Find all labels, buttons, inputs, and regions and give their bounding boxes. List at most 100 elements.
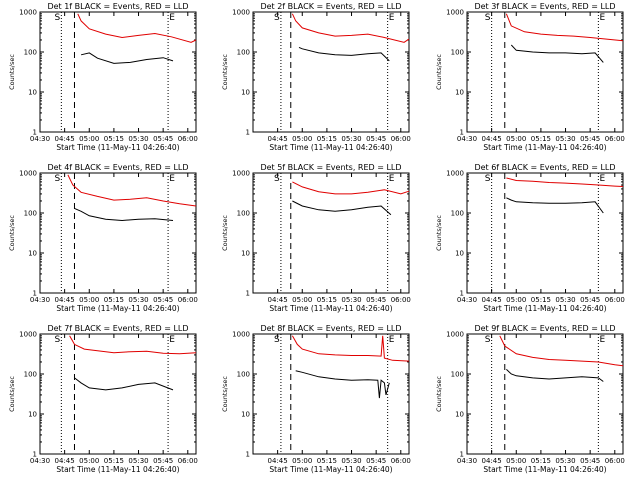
x-tick-label: 06:00 (605, 296, 625, 304)
end-marker: E (389, 13, 395, 23)
events-series-line (295, 370, 390, 399)
x-tick-label: 05:30 (128, 457, 148, 465)
y-tick-label: 1000 (19, 331, 37, 339)
plot-frame (252, 172, 410, 294)
x-tick-label: 05:45 (366, 135, 386, 143)
y-axis-label: Counts/sec (8, 215, 16, 251)
y-tick-label: 1000 (446, 331, 464, 339)
x-axis-label: Start Time (11-May-11 04:26:40) (56, 465, 179, 474)
x-axis-label: Start Time (11-May-11 04:26:40) (269, 304, 392, 313)
start-marker: S (274, 335, 280, 345)
events-series-line (80, 52, 174, 64)
y-tick-label: 100 (451, 371, 464, 379)
y-tick-label: 1 (246, 129, 250, 137)
detector-panel: Det 2f BLACK = Events, RED = LLD 1 10 100 10… (221, 2, 411, 152)
panel-title: Det 7f BLACK = Events, RED = LLD (47, 324, 188, 333)
y-tick-label: 1 (460, 290, 464, 298)
panel-title: Det 2f BLACK = Events, RED = LLD (260, 2, 401, 11)
y-tick-label: 1000 (19, 9, 37, 17)
x-tick-label: 05:00 (292, 135, 312, 143)
y-tick-label: 10 (455, 411, 464, 419)
end-marker: E (600, 13, 606, 23)
panel-title: Det 1f BLACK = Events, RED = LLD (47, 2, 188, 11)
y-tick-label: 10 (28, 411, 37, 419)
start-marker: S (54, 335, 60, 345)
x-tick-label: 05:00 (79, 135, 99, 143)
y-tick-label: 10 (455, 89, 464, 97)
x-tick-label: 04:30 (30, 457, 50, 465)
plot-frame (466, 11, 624, 133)
y-tick-label: 100 (237, 49, 250, 57)
x-axis-label: Start Time (11-May-11 04:26:40) (483, 143, 606, 152)
lld-series-line (69, 335, 197, 355)
x-tick-label: 06:00 (178, 135, 198, 143)
x-tick-label: 05:15 (317, 457, 337, 465)
x-tick-label: 06:00 (178, 457, 198, 465)
x-tick-label: 05:15 (104, 135, 124, 143)
x-tick-label: 05:30 (555, 457, 575, 465)
x-tick-label: 04:30 (457, 457, 477, 465)
x-tick-label: 05:30 (341, 296, 361, 304)
x-tick-label: 04:45 (268, 457, 288, 465)
panel-title: Det 8f BLACK = Events, RED = LLD (260, 324, 401, 333)
x-tick-label: 05:00 (79, 457, 99, 465)
detector-panel: Det 1f BLACK = Events, RED = LLD 1 10 100 10… (8, 2, 198, 152)
events-series-line (74, 207, 174, 222)
y-tick-label: 1 (460, 451, 464, 459)
y-tick-label: 10 (241, 411, 250, 419)
end-marker: E (389, 174, 395, 184)
x-tick-label: 05:30 (555, 296, 575, 304)
y-axis-label: Counts/sec (435, 376, 443, 412)
x-axis-label: Start Time (11-May-11 04:26:40) (483, 465, 606, 474)
y-axis-label: Counts/sec (221, 54, 229, 90)
detector-panel: Det 4f BLACK = Events, RED = LLD 1 10 100 10… (8, 163, 198, 313)
end-marker: E (600, 335, 606, 345)
y-tick-label: 1 (33, 451, 37, 459)
y-tick-label: 100 (451, 49, 464, 57)
x-tick-label: 05:45 (153, 457, 173, 465)
x-tick-label: 06:00 (605, 457, 625, 465)
events-series-line (74, 377, 174, 391)
y-tick-label: 100 (237, 371, 250, 379)
detector-panel: Det 3f BLACK = Events, RED = LLD 1 10 100 10… (435, 2, 625, 152)
panel-title: Det 6f BLACK = Events, RED = LLD (474, 163, 615, 172)
x-tick-label: 05:15 (531, 135, 551, 143)
x-tick-label: 05:45 (153, 135, 173, 143)
detector-panel: Det 6f BLACK = Events, RED = LLD 1 10 100 10… (435, 163, 625, 313)
panel-title: Det 3f BLACK = Events, RED = LLD (474, 2, 615, 11)
lld-series-line (499, 335, 624, 367)
y-tick-label: 10 (241, 250, 250, 258)
detector-panel: Det 7f BLACK = Events, RED = LLD 1 10 100 10… (8, 324, 198, 474)
y-tick-label: 10 (28, 89, 37, 97)
x-tick-label: 05:45 (580, 296, 600, 304)
start-marker: S (274, 174, 280, 184)
y-axis-label: Counts/sec (8, 54, 16, 90)
x-tick-label: 05:30 (341, 457, 361, 465)
events-series-line (510, 44, 604, 63)
detector-panel: Det 8f BLACK = Events, RED = LLD 1 10 100 10… (221, 324, 411, 474)
y-tick-label: 1000 (446, 170, 464, 178)
x-tick-label: 04:45 (55, 457, 75, 465)
x-axis-label: Start Time (11-May-11 04:26:40) (269, 465, 392, 474)
x-tick-label: 05:45 (580, 135, 600, 143)
x-tick-label: 05:00 (506, 135, 526, 143)
y-tick-label: 1 (246, 451, 250, 459)
x-axis-label: Start Time (11-May-11 04:26:40) (56, 143, 179, 152)
y-tick-label: 1 (246, 290, 250, 298)
lld-series-line (291, 335, 410, 362)
x-tick-label: 06:00 (391, 296, 411, 304)
y-axis-label: Counts/sec (435, 54, 443, 90)
y-tick-label: 1000 (232, 331, 250, 339)
y-axis-label: Counts/sec (8, 376, 16, 412)
y-tick-label: 1000 (232, 9, 250, 17)
x-tick-label: 05:45 (153, 296, 173, 304)
x-tick-label: 04:45 (268, 296, 288, 304)
x-tick-label: 04:30 (30, 135, 50, 143)
x-tick-label: 05:45 (366, 457, 386, 465)
x-tick-label: 05:45 (366, 296, 386, 304)
panel-title: Det 4f BLACK = Events, RED = LLD (47, 163, 188, 172)
y-tick-label: 100 (24, 371, 37, 379)
y-tick-label: 100 (451, 210, 464, 218)
x-tick-label: 04:30 (457, 296, 477, 304)
